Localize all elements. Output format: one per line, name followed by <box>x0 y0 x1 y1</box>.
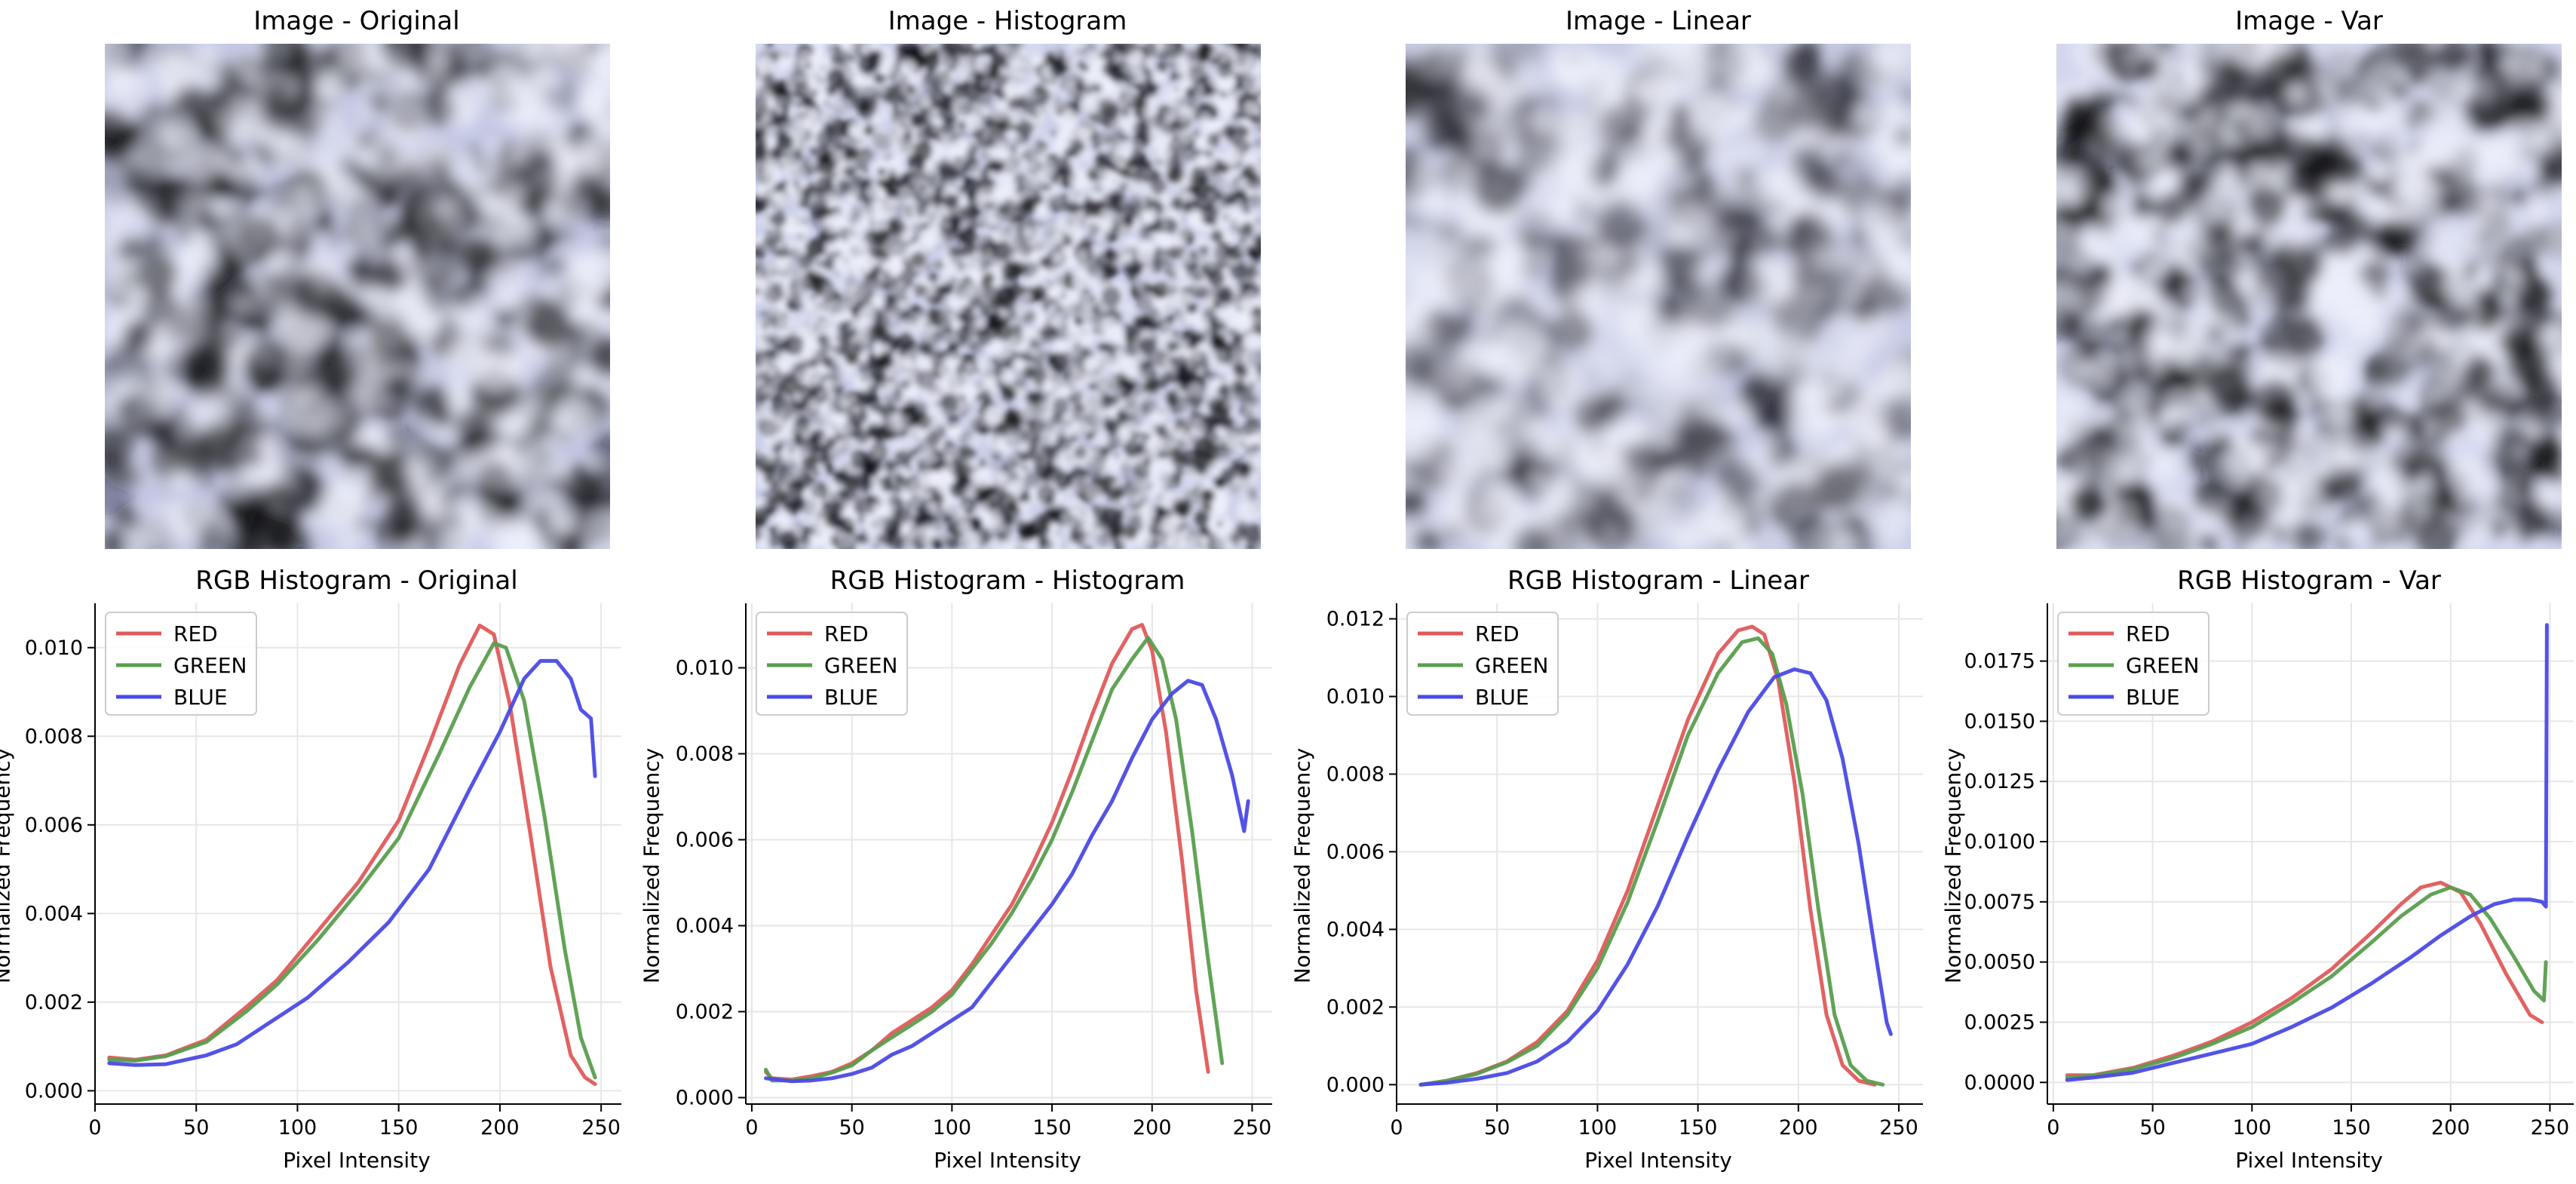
image-title-original: Image - Original <box>253 6 460 36</box>
image-texture <box>2056 44 2562 549</box>
legend-label-blue-var: BLUE <box>2126 685 2180 710</box>
series-line-red-var <box>2065 880 2544 1078</box>
chart-title-linear: RGB Histogram - Linear <box>1507 566 1810 596</box>
x-tick-label-original: 200 <box>480 1116 520 1140</box>
x-tick-label-var: 100 <box>2233 1116 2272 1140</box>
x-axis-label-histogram: Pixel Intensity <box>934 1148 1081 1173</box>
legend-label-green-original: GREEN <box>173 653 247 678</box>
x-tick-label-linear: 150 <box>1679 1116 1718 1140</box>
x-tick-label-histogram: 50 <box>839 1116 864 1140</box>
chart-title-histogram: RGB Histogram - Histogram <box>830 566 1185 596</box>
image-original <box>105 44 610 549</box>
y-tick-label-linear: 0.000 <box>1326 1073 1385 1097</box>
legend-box-linear <box>1406 612 1559 716</box>
legend-label-blue-histogram: BLUE <box>824 685 879 710</box>
x-tick-label-histogram: 150 <box>1032 1116 1072 1140</box>
y-tick-label-linear: 0.008 <box>1326 762 1385 786</box>
y-tick-label-linear: 0.010 <box>1326 686 1385 709</box>
chart-title-var: RGB Histogram - Var <box>2177 566 2441 596</box>
y-tick-label-var: 0.0000 <box>1964 1071 2035 1094</box>
legend-label-blue-original: BLUE <box>173 685 228 710</box>
y-tick-label-original: 0.006 <box>25 814 83 837</box>
legend-label-red-linear: RED <box>1475 621 1520 646</box>
y-tick-label-linear: 0.012 <box>1326 608 1385 631</box>
x-axis-label-original: Pixel Intensity <box>283 1148 431 1173</box>
y-tick-label-var: 0.0075 <box>1964 891 2035 914</box>
x-tick-label-linear: 50 <box>1484 1116 1510 1140</box>
y-tick-label-var: 0.0100 <box>1964 830 2035 854</box>
legend-box-var <box>2057 612 2210 716</box>
x-tick-label-var: 150 <box>2332 1116 2371 1140</box>
x-tick-label-original: 50 <box>183 1116 209 1140</box>
x-tick-label-histogram: 200 <box>1133 1116 1172 1140</box>
x-tick-label-var: 0 <box>2047 1116 2059 1140</box>
image-texture <box>105 44 610 549</box>
y-tick-label-original: 0.008 <box>25 725 83 748</box>
series-line-blue-var <box>2065 623 2549 1082</box>
series-line-green-linear <box>1418 636 1885 1087</box>
series-line-green-var <box>2065 885 2548 1080</box>
y-tick-label-histogram: 0.000 <box>676 1086 734 1109</box>
x-axis-label-linear: Pixel Intensity <box>1584 1148 1732 1173</box>
y-tick-label-original: 0.000 <box>25 1079 83 1103</box>
y-tick-label-linear: 0.002 <box>1326 995 1385 1019</box>
y-tick-label-original: 0.002 <box>25 991 83 1014</box>
y-tick-label-var: 0.0150 <box>1964 710 2035 733</box>
x-tick-label-histogram: 100 <box>933 1116 972 1140</box>
image-texture <box>1406 44 1911 549</box>
image-var <box>2056 44 2562 549</box>
y-tick-label-histogram: 0.002 <box>676 1000 734 1023</box>
image-linear <box>1406 44 1911 549</box>
y-tick-label-var: 0.0025 <box>1964 1011 2035 1034</box>
legend-label-red-var: RED <box>2126 621 2170 646</box>
image-title-var: Image - Var <box>2235 6 2383 36</box>
x-tick-label-linear: 100 <box>1578 1116 1618 1140</box>
series-line-green-histogram <box>764 636 1225 1083</box>
x-tick-label-histogram: 250 <box>1233 1116 1272 1140</box>
y-tick-label-original: 0.004 <box>25 902 83 925</box>
y-tick-label-histogram: 0.010 <box>676 656 734 679</box>
x-tick-label-linear: 250 <box>1879 1116 1918 1140</box>
y-tick-label-linear: 0.004 <box>1326 918 1385 941</box>
y-tick-label-histogram: 0.006 <box>676 828 734 851</box>
x-tick-label-histogram: 0 <box>745 1116 758 1140</box>
image-title-histogram: Image - Histogram <box>888 6 1127 36</box>
legend-box-original <box>105 612 257 716</box>
image-title-linear: Image - Linear <box>1565 6 1752 36</box>
x-tick-label-var: 250 <box>2531 1116 2570 1140</box>
y-tick-label-histogram: 0.008 <box>676 742 734 765</box>
x-tick-label-var: 50 <box>2139 1116 2165 1140</box>
series-line-blue-histogram <box>764 679 1250 1084</box>
x-tick-label-linear: 0 <box>1390 1116 1403 1140</box>
y-tick-label-linear: 0.006 <box>1326 840 1385 863</box>
series-line-blue-original <box>107 658 597 1067</box>
legend-label-red-original: RED <box>173 621 218 646</box>
legend-label-green-histogram: GREEN <box>824 653 897 678</box>
y-tick-label-original: 0.010 <box>25 636 83 660</box>
image-texture <box>756 44 1261 549</box>
legend-box-histogram <box>756 612 908 716</box>
y-tick-label-histogram: 0.004 <box>676 914 734 937</box>
image-histogram <box>756 44 1261 549</box>
legend-label-green-linear: GREEN <box>1475 653 1548 678</box>
y-tick-label-var: 0.0175 <box>1964 650 2035 673</box>
legend-label-green-var: GREEN <box>2126 653 2199 678</box>
x-axis-label-var: Pixel Intensity <box>2235 1148 2383 1173</box>
x-tick-label-original: 150 <box>379 1116 419 1140</box>
series-line-green-original <box>107 641 597 1080</box>
legend-label-red-histogram: RED <box>824 621 869 646</box>
x-tick-label-original: 250 <box>581 1116 621 1140</box>
x-tick-label-var: 200 <box>2431 1116 2470 1140</box>
x-tick-label-original: 100 <box>278 1116 317 1140</box>
y-tick-label-var: 0.0125 <box>1964 770 2035 793</box>
series-line-blue-linear <box>1418 667 1893 1087</box>
x-tick-label-linear: 200 <box>1779 1116 1818 1140</box>
x-tick-label-original: 0 <box>88 1116 101 1140</box>
legend-label-blue-linear: BLUE <box>1475 685 1529 710</box>
chart-title-original: RGB Histogram - Original <box>195 566 518 596</box>
y-tick-label-var: 0.0050 <box>1964 951 2035 974</box>
